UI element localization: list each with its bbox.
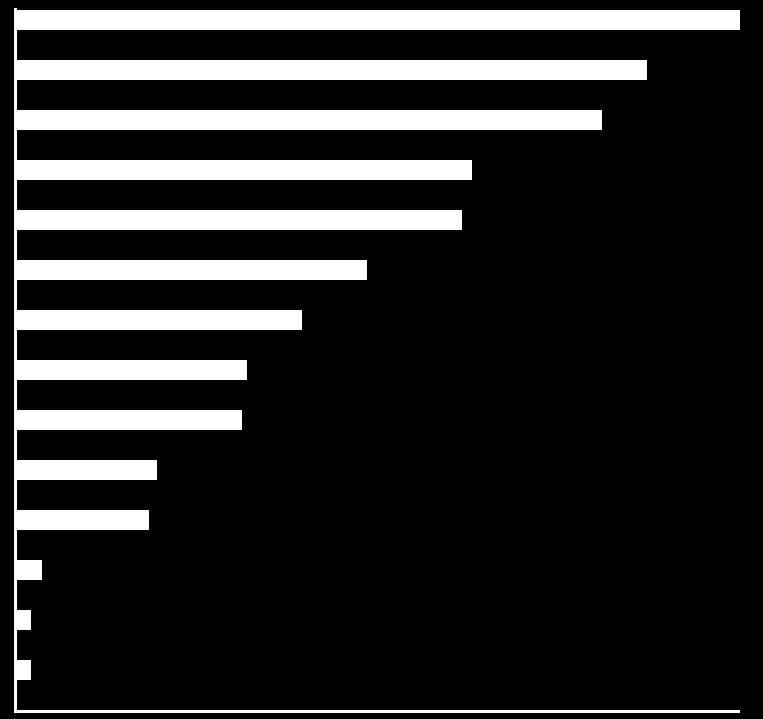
bar-8 [17,360,247,380]
bar-6 [17,260,367,280]
bar-3 [17,110,602,130]
bar-2 [17,60,647,80]
bar-7 [17,310,302,330]
bar-14 [17,660,31,680]
bar-5 [17,210,462,230]
bar-12 [17,560,42,580]
bar-chart [0,0,763,719]
bar-9 [17,410,242,430]
bar-1 [17,10,740,30]
bar-10 [17,460,157,480]
x-axis [14,710,740,713]
bar-4 [17,160,472,180]
bar-11 [17,510,149,530]
bar-13 [17,610,31,630]
